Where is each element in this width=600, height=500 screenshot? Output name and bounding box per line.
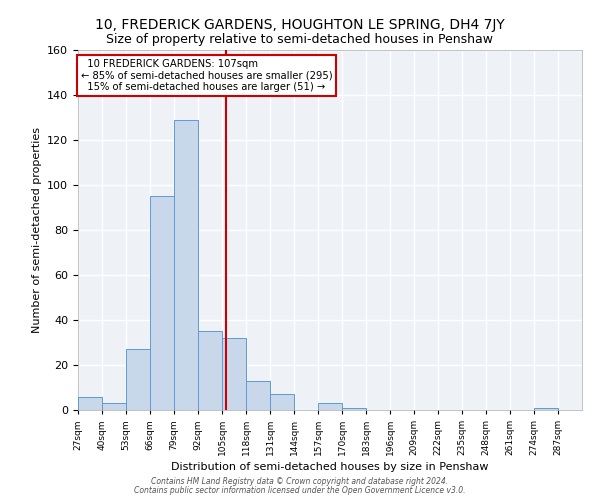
Bar xyxy=(318,403,342,410)
Bar xyxy=(198,331,222,410)
X-axis label: Distribution of semi-detached houses by size in Penshaw: Distribution of semi-detached houses by … xyxy=(171,462,489,472)
Text: Contains HM Land Registry data © Crown copyright and database right 2024.: Contains HM Land Registry data © Crown c… xyxy=(151,477,449,486)
Bar xyxy=(342,408,366,410)
Bar xyxy=(150,196,174,410)
Text: 10 FREDERICK GARDENS: 107sqm
← 85% of semi-detached houses are smaller (295)
  1: 10 FREDERICK GARDENS: 107sqm ← 85% of se… xyxy=(80,59,332,92)
Bar xyxy=(534,408,558,410)
Text: 10, FREDERICK GARDENS, HOUGHTON LE SPRING, DH4 7JY: 10, FREDERICK GARDENS, HOUGHTON LE SPRIN… xyxy=(95,18,505,32)
Bar xyxy=(246,381,270,410)
Bar xyxy=(126,349,150,410)
Bar xyxy=(78,396,102,410)
Bar xyxy=(102,403,126,410)
Bar xyxy=(270,394,294,410)
Y-axis label: Number of semi-detached properties: Number of semi-detached properties xyxy=(32,127,41,333)
Bar xyxy=(174,120,198,410)
Bar xyxy=(222,338,246,410)
Text: Contains public sector information licensed under the Open Government Licence v3: Contains public sector information licen… xyxy=(134,486,466,495)
Text: Size of property relative to semi-detached houses in Penshaw: Size of property relative to semi-detach… xyxy=(107,32,493,46)
